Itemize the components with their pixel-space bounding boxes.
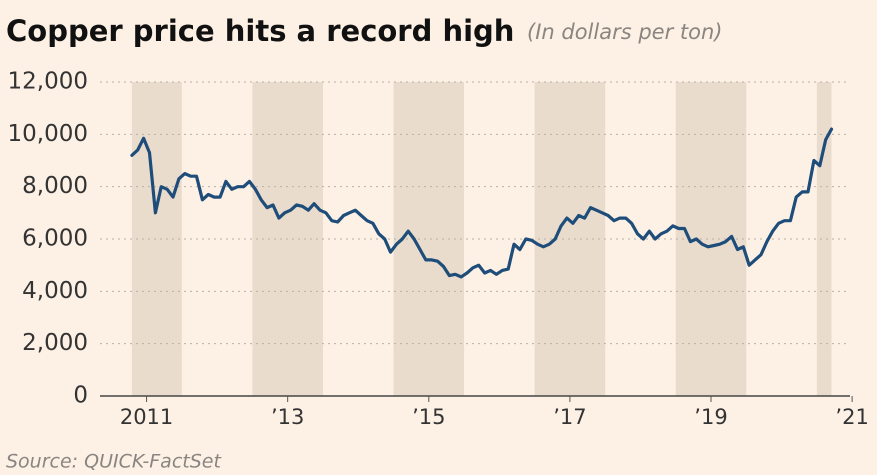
year-band	[131, 82, 182, 396]
price-line	[130, 127, 834, 279]
y-tick-label: 0	[73, 383, 88, 409]
chart-title: Copper price hits a record high	[6, 14, 514, 48]
x-tick-label: ’13	[271, 405, 304, 429]
x-tick-label: ’21	[835, 405, 868, 429]
y-tick-label: 6,000	[22, 226, 88, 252]
y-tick-label: 10,000	[8, 121, 88, 147]
year-band	[393, 82, 465, 396]
source: Source: QUICK-FactSet	[6, 451, 222, 473]
x-tick-label: ’19	[694, 405, 727, 429]
x-tick-label: ’17	[553, 405, 586, 429]
year-band	[816, 82, 832, 396]
y-tick-label: 4,000	[22, 278, 88, 304]
y-tick-label: 2,000	[22, 330, 88, 356]
year-band	[675, 82, 747, 396]
grid	[100, 81, 850, 397]
x-tick-label: 2011	[120, 405, 173, 429]
x-tick-label: ’15	[412, 405, 445, 429]
y-tick-label: 12,000	[8, 69, 88, 95]
chart-subtitle: (In dollars per ton)	[527, 20, 722, 44]
y-tick-label: 8,000	[22, 173, 88, 199]
